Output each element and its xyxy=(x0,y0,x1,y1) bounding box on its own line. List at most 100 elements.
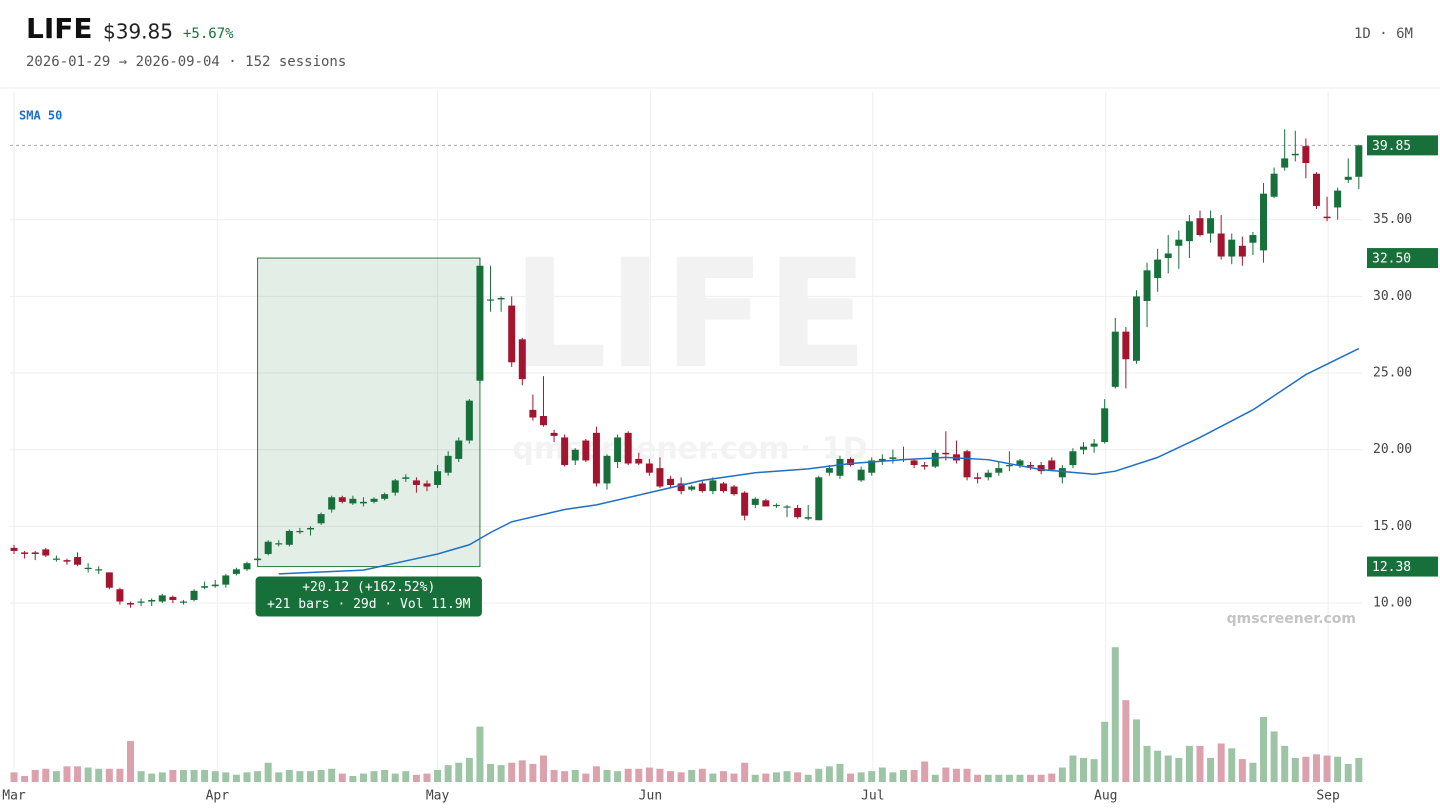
volume-bar xyxy=(1122,700,1130,782)
candle-body xyxy=(497,297,505,300)
candle-body xyxy=(84,567,92,569)
volume-bar xyxy=(995,774,1003,782)
candle-body xyxy=(1228,239,1236,257)
volume-bar xyxy=(719,771,727,782)
volume-bar xyxy=(444,765,452,782)
candle-body xyxy=(741,492,749,516)
candle-body xyxy=(275,543,283,545)
candle-body xyxy=(201,586,209,588)
volume-bar xyxy=(497,765,505,782)
volume-bar xyxy=(571,769,579,782)
volume-bar xyxy=(1016,774,1024,782)
candle-body xyxy=(1281,158,1289,168)
candle-body xyxy=(1355,145,1363,177)
candle-body xyxy=(1048,460,1056,470)
volume-bar xyxy=(539,755,547,782)
volume-bar xyxy=(1281,745,1289,782)
candle-body xyxy=(465,400,473,441)
volume-bar xyxy=(254,771,262,782)
volume-bar xyxy=(1249,762,1257,782)
candle-body xyxy=(1196,218,1204,236)
measure-text: +21 bars · 29d · Vol 11.9M xyxy=(267,597,471,612)
candle-body xyxy=(487,299,495,301)
candle-body xyxy=(1164,253,1172,259)
volume-bar xyxy=(84,767,92,782)
candle-body xyxy=(1132,296,1140,361)
volume-bar xyxy=(1027,774,1035,782)
volume-bar xyxy=(635,768,643,782)
candle-body xyxy=(105,572,113,588)
volume-bar xyxy=(804,774,812,782)
volume-bar xyxy=(783,771,791,782)
candle-body xyxy=(794,507,802,518)
candle-body xyxy=(243,563,251,570)
volume-bar xyxy=(42,768,50,782)
volume-bar xyxy=(1080,757,1088,782)
volume-bar xyxy=(751,774,759,782)
candle-body xyxy=(688,486,696,490)
candle-body xyxy=(1111,331,1119,387)
candle-body xyxy=(508,305,516,363)
volume-bar xyxy=(1185,745,1193,782)
level-tag xyxy=(1367,248,1438,269)
candle-body xyxy=(423,483,431,487)
sma-line xyxy=(278,347,1360,575)
volume-bar xyxy=(603,769,611,782)
change: +5.67% xyxy=(183,26,234,42)
candle-body xyxy=(1344,176,1352,180)
volume-bar xyxy=(412,774,420,782)
volume-bar xyxy=(1323,755,1331,782)
volume-bar xyxy=(222,772,230,782)
candle-body xyxy=(825,468,833,473)
volume-bar xyxy=(158,772,166,782)
candle-body xyxy=(1058,468,1066,478)
volume-bar xyxy=(868,771,876,782)
volume-bar xyxy=(95,768,103,782)
candle-body xyxy=(412,480,420,485)
candle-body xyxy=(127,603,135,605)
candle-body xyxy=(518,339,526,380)
volume-bar xyxy=(1344,763,1352,782)
volume-bar xyxy=(381,769,389,782)
volume-bar xyxy=(1291,757,1299,782)
volume-bar xyxy=(921,761,929,782)
volume-bar xyxy=(952,768,960,782)
candle-body xyxy=(995,468,1003,473)
candle-body xyxy=(158,595,166,602)
volume-bar xyxy=(508,762,516,782)
volume-bar xyxy=(878,767,886,782)
volume-bar xyxy=(1196,745,1204,782)
volume-bar xyxy=(645,767,653,782)
y-tick-label: 35.00 xyxy=(1373,212,1412,227)
watermark: LIFE xyxy=(512,228,868,402)
candle-body xyxy=(232,569,240,574)
candle-body xyxy=(963,451,971,478)
volume-bar xyxy=(391,773,399,782)
volume-bar xyxy=(772,772,780,782)
volume-bar xyxy=(518,760,526,782)
volume-bar xyxy=(264,762,272,782)
candle-body xyxy=(1185,221,1193,242)
volume-bar xyxy=(10,772,18,782)
candle-body xyxy=(1334,190,1342,208)
candle-body xyxy=(1037,465,1045,472)
volume-bar xyxy=(667,771,675,782)
candle-body xyxy=(1027,465,1035,467)
candle-body xyxy=(370,498,378,502)
volume-bar xyxy=(21,775,29,782)
volume-bar xyxy=(1058,767,1066,782)
volume-bar xyxy=(275,772,283,782)
candle-body xyxy=(1069,451,1077,466)
volume-bar xyxy=(582,773,590,782)
candle-body xyxy=(561,437,569,466)
volume-bar xyxy=(52,771,60,782)
x-tick-label: Jun xyxy=(639,789,662,804)
interval: 1D · 6M xyxy=(1354,26,1413,42)
candle-body xyxy=(476,265,484,381)
candle-body xyxy=(539,415,547,426)
volume-bar xyxy=(836,763,844,782)
candle-body xyxy=(63,560,71,562)
candle-body xyxy=(836,458,844,476)
